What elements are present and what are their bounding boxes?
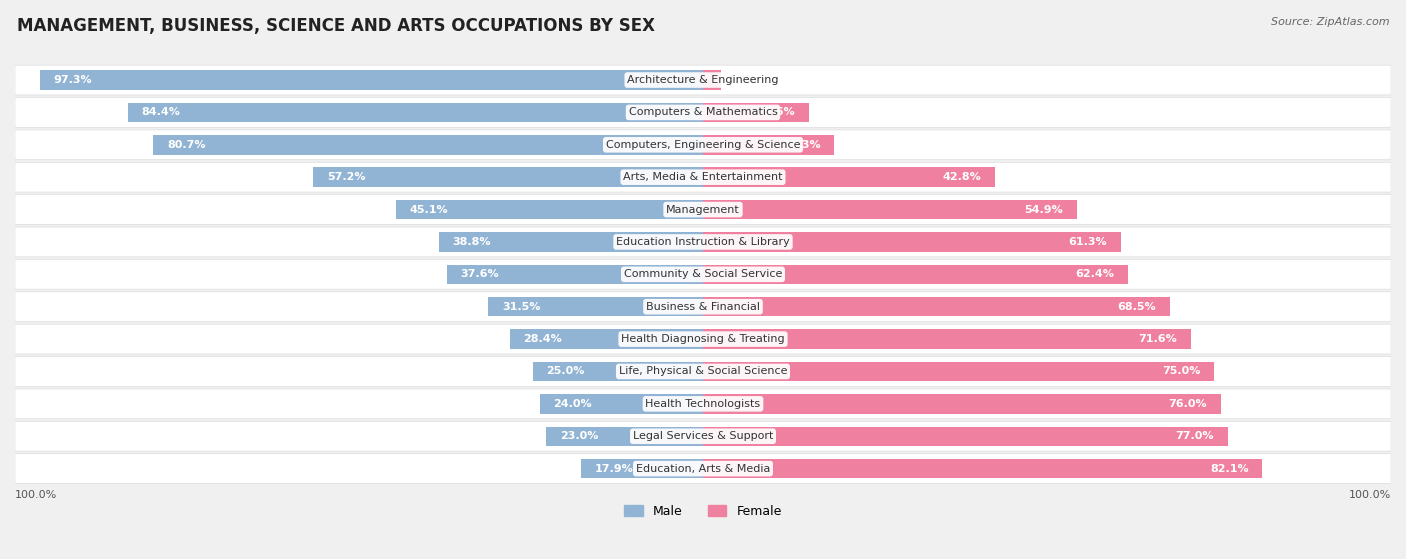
Text: Health Technologists: Health Technologists xyxy=(645,399,761,409)
Text: 71.6%: 71.6% xyxy=(1139,334,1177,344)
Text: Life, Physical & Social Science: Life, Physical & Social Science xyxy=(619,367,787,376)
Bar xyxy=(703,362,1213,381)
Text: 80.7%: 80.7% xyxy=(167,140,205,150)
Text: 42.8%: 42.8% xyxy=(942,172,981,182)
Text: 100.0%: 100.0% xyxy=(1348,490,1391,500)
Text: 15.6%: 15.6% xyxy=(756,107,796,117)
Bar xyxy=(439,232,703,252)
Text: Computers & Mathematics: Computers & Mathematics xyxy=(628,107,778,117)
Text: Community & Social Service: Community & Social Service xyxy=(624,269,782,280)
Text: 28.4%: 28.4% xyxy=(523,334,562,344)
FancyBboxPatch shape xyxy=(15,162,1391,192)
Text: Legal Services & Support: Legal Services & Support xyxy=(633,431,773,441)
Bar xyxy=(41,70,703,90)
Text: Computers, Engineering & Science: Computers, Engineering & Science xyxy=(606,140,800,150)
Bar xyxy=(703,135,835,154)
Text: Arts, Media & Entertainment: Arts, Media & Entertainment xyxy=(623,172,783,182)
Text: Education Instruction & Library: Education Instruction & Library xyxy=(616,237,790,247)
Bar xyxy=(703,70,721,90)
Bar xyxy=(447,264,703,284)
FancyBboxPatch shape xyxy=(15,97,1391,127)
Bar xyxy=(488,297,703,316)
Text: 19.3%: 19.3% xyxy=(782,140,821,150)
Bar xyxy=(533,362,703,381)
Text: Health Diagnosing & Treating: Health Diagnosing & Treating xyxy=(621,334,785,344)
Bar xyxy=(703,394,1220,414)
Bar xyxy=(540,394,703,414)
FancyBboxPatch shape xyxy=(15,421,1391,451)
FancyBboxPatch shape xyxy=(15,292,1391,321)
Text: MANAGEMENT, BUSINESS, SCIENCE AND ARTS OCCUPATIONS BY SEX: MANAGEMENT, BUSINESS, SCIENCE AND ARTS O… xyxy=(17,17,655,35)
Text: 25.0%: 25.0% xyxy=(547,367,585,376)
Text: 37.6%: 37.6% xyxy=(461,269,499,280)
Text: 2.7%: 2.7% xyxy=(728,75,756,85)
Bar xyxy=(703,200,1077,219)
Text: 84.4%: 84.4% xyxy=(142,107,180,117)
Text: 23.0%: 23.0% xyxy=(560,431,599,441)
FancyBboxPatch shape xyxy=(15,259,1391,289)
Text: 62.4%: 62.4% xyxy=(1076,269,1115,280)
Text: Source: ZipAtlas.com: Source: ZipAtlas.com xyxy=(1271,17,1389,27)
Bar xyxy=(509,329,703,349)
Bar xyxy=(703,232,1121,252)
Bar xyxy=(703,427,1227,446)
Text: 75.0%: 75.0% xyxy=(1161,367,1201,376)
FancyBboxPatch shape xyxy=(15,454,1391,484)
Legend: Male, Female: Male, Female xyxy=(619,500,787,523)
Bar xyxy=(128,103,703,122)
Text: 45.1%: 45.1% xyxy=(409,205,449,215)
Bar xyxy=(153,135,703,154)
Text: 76.0%: 76.0% xyxy=(1168,399,1208,409)
FancyBboxPatch shape xyxy=(15,357,1391,386)
Text: 77.0%: 77.0% xyxy=(1175,431,1213,441)
Text: Architecture & Engineering: Architecture & Engineering xyxy=(627,75,779,85)
FancyBboxPatch shape xyxy=(15,195,1391,225)
FancyBboxPatch shape xyxy=(15,65,1391,95)
Text: 54.9%: 54.9% xyxy=(1025,205,1063,215)
Bar xyxy=(703,297,1170,316)
Text: 82.1%: 82.1% xyxy=(1211,463,1249,473)
FancyBboxPatch shape xyxy=(15,130,1391,160)
Text: 97.3%: 97.3% xyxy=(53,75,93,85)
Text: 61.3%: 61.3% xyxy=(1069,237,1107,247)
Text: 24.0%: 24.0% xyxy=(553,399,592,409)
Bar xyxy=(314,168,703,187)
Bar xyxy=(703,168,994,187)
Bar xyxy=(703,103,810,122)
Text: 57.2%: 57.2% xyxy=(328,172,366,182)
Bar xyxy=(547,427,703,446)
FancyBboxPatch shape xyxy=(15,227,1391,257)
Text: Management: Management xyxy=(666,205,740,215)
Text: 100.0%: 100.0% xyxy=(15,490,58,500)
Text: Business & Financial: Business & Financial xyxy=(645,302,761,312)
Text: 31.5%: 31.5% xyxy=(502,302,540,312)
Bar xyxy=(703,264,1128,284)
Bar xyxy=(581,459,703,479)
Text: 68.5%: 68.5% xyxy=(1118,302,1156,312)
Bar xyxy=(703,329,1191,349)
FancyBboxPatch shape xyxy=(15,389,1391,419)
Text: 38.8%: 38.8% xyxy=(453,237,491,247)
Bar xyxy=(703,459,1263,479)
FancyBboxPatch shape xyxy=(15,324,1391,354)
Text: 17.9%: 17.9% xyxy=(595,463,634,473)
Bar xyxy=(395,200,703,219)
Text: Education, Arts & Media: Education, Arts & Media xyxy=(636,463,770,473)
